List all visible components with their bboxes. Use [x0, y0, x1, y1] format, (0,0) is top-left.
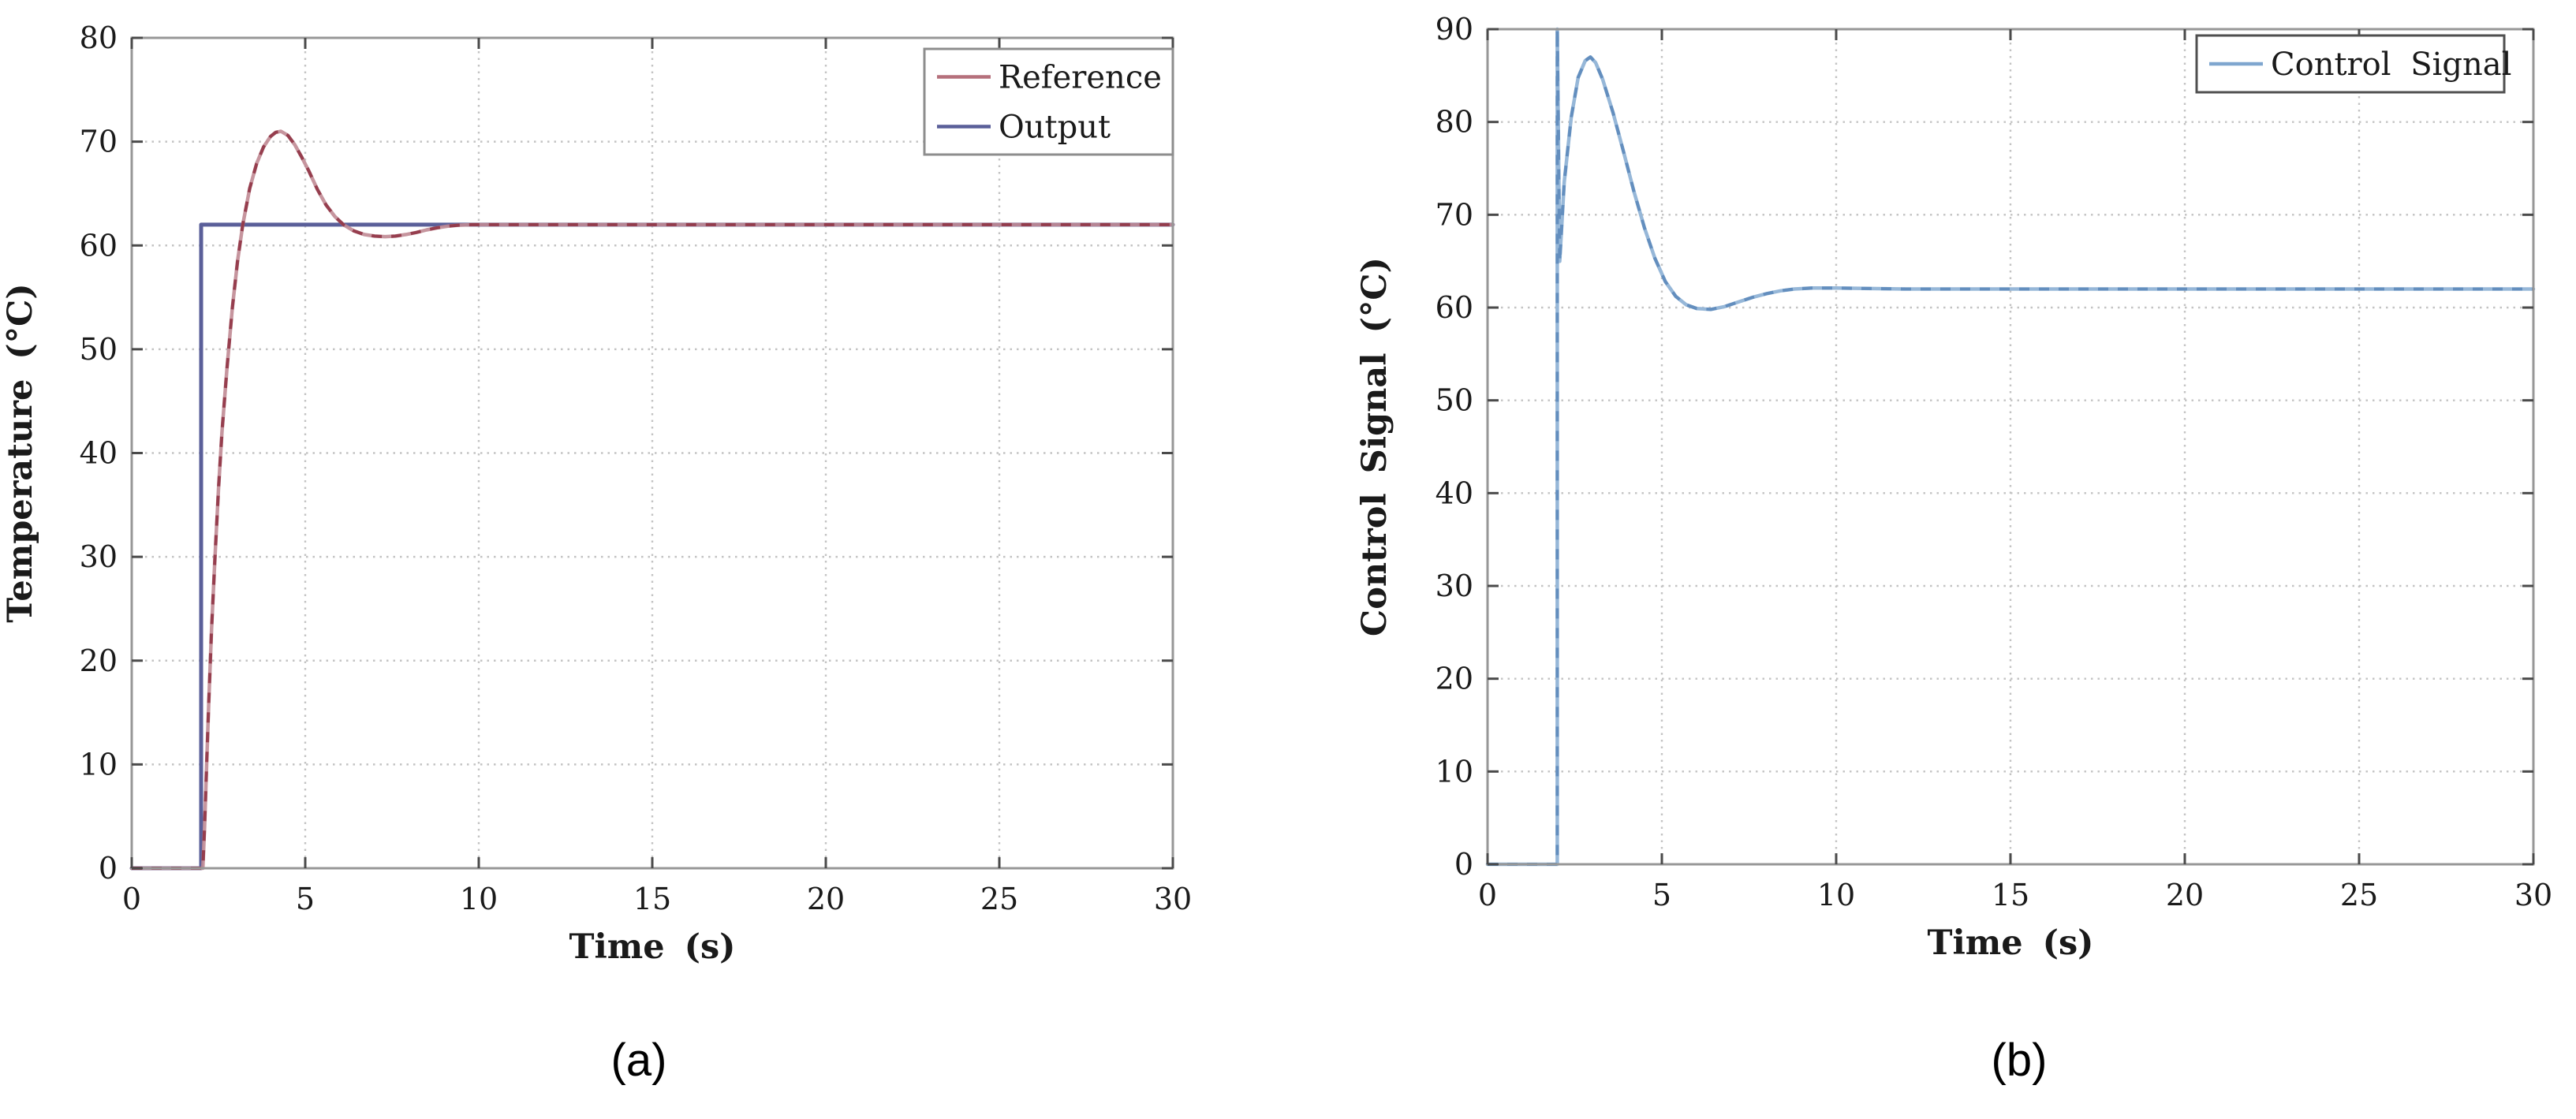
y-tick-label: 60 [80, 228, 118, 263]
panel-b-tick-labels: 0 5 10 15 20 25 30 0 10 20 30 40 50 60 70 80 90 [1435, 12, 2553, 912]
x-axis-label: Time (s) [569, 927, 735, 967]
series-line-dash-reference [132, 129, 1173, 871]
x-tick-label: 10 [460, 882, 498, 916]
legend-box [923, 47, 1174, 156]
panel-b-legend: Control Signal [2195, 34, 2511, 94]
x-tick-label: 5 [1652, 878, 1671, 912]
y-tick-label: 30 [1435, 569, 1473, 603]
y-tick-label: 80 [80, 21, 118, 55]
y-tick-label: 80 [1435, 105, 1473, 140]
y-tick-label: 40 [80, 436, 118, 471]
x-tick-label: 10 [1817, 878, 1855, 912]
y-tick-label: 20 [80, 643, 118, 678]
y-axis-label: Control Signal (°C) [1355, 257, 1394, 636]
x-tick-label: 0 [1478, 878, 1497, 912]
x-tick-label: 20 [807, 882, 845, 916]
x-tick-label: 25 [2340, 878, 2378, 912]
y-tick-label: 20 [1435, 662, 1473, 696]
panel-b-series [1485, 27, 2536, 867]
x-tick-label: 5 [296, 882, 315, 916]
panel-a: 0 5 10 15 20 25 30 0 10 20 30 40 50 60 70 80 Time (s) Tem… [1, 21, 1192, 967]
x-tick-label: 30 [2514, 878, 2552, 912]
y-axis-label: Temperature (°C) [1, 283, 40, 622]
caption-a: (a) [610, 1035, 667, 1086]
x-tick-label: 15 [1992, 878, 2029, 912]
panel-a-series [129, 129, 1175, 871]
panel-b: 0 5 10 15 20 25 30 0 10 20 30 40 50 60 70 80 90 Time (s) C… [1355, 12, 2552, 963]
x-axis-label: Time (s) [1927, 923, 2093, 963]
y-tick-label: 10 [1435, 754, 1473, 789]
series-line-dash-control-signal [1488, 27, 2533, 867]
y-tick-label: 70 [80, 125, 118, 159]
panel-a-grid [132, 38, 1173, 868]
y-tick-label: 10 [80, 747, 118, 781]
y-tick-label: 0 [1454, 847, 1473, 882]
panel-a-legend: Reference Output [923, 47, 1174, 156]
panel-b-ticks [1486, 28, 2535, 866]
x-tick-label: 0 [122, 882, 141, 916]
x-tick-label: 25 [980, 882, 1018, 916]
panel-a-tick-labels: 0 5 10 15 20 25 30 0 10 20 30 40 50 60 70 80 [80, 21, 1193, 916]
x-tick-label: 15 [633, 882, 671, 916]
y-tick-label: 70 [1435, 197, 1473, 232]
caption-b: (b) [1991, 1035, 2048, 1086]
y-tick-label: 0 [99, 851, 118, 886]
y-tick-label: 50 [1435, 383, 1473, 418]
x-tick-label: 30 [1154, 882, 1192, 916]
legend-entry-label: Control Signal [2271, 47, 2511, 83]
y-tick-label: 40 [1435, 476, 1473, 510]
x-tick-label: 20 [2166, 878, 2204, 912]
y-tick-label: 90 [1435, 12, 1473, 47]
panel-b-grid [1488, 29, 2533, 864]
y-tick-label: 60 [1435, 290, 1473, 325]
y-tick-label: 30 [80, 539, 118, 574]
series-line-reference [129, 129, 1175, 871]
y-tick-label: 50 [80, 332, 118, 367]
panel-a-ticks [130, 36, 1174, 870]
legend-entry-label: Output [999, 110, 1111, 146]
legend-entry-label: Reference [999, 60, 1162, 96]
